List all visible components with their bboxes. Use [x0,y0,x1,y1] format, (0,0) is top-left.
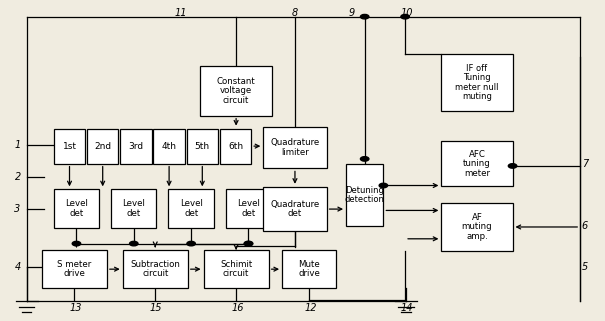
Text: 12: 12 [305,302,317,313]
Text: circuit: circuit [223,269,249,278]
Bar [441,203,512,251]
Text: 3rd: 3rd [128,142,143,151]
Text: Level: Level [237,199,260,208]
Text: S meter: S meter [57,260,91,269]
Text: 14: 14 [400,302,413,313]
Bar [200,66,272,116]
Text: det: det [241,209,255,218]
Text: 6: 6 [582,221,588,231]
Text: Level: Level [122,199,145,208]
Text: muting: muting [462,222,492,231]
Text: Mute: Mute [298,260,320,269]
Text: 10: 10 [400,7,413,18]
Text: drive: drive [64,269,85,278]
Text: det: det [126,209,141,218]
Text: Quadrature: Quadrature [270,200,319,209]
Text: IF off: IF off [466,64,488,73]
Text: circuit: circuit [223,96,249,105]
Text: circuit: circuit [142,269,168,278]
Text: 2: 2 [15,172,21,182]
Bar [111,189,157,228]
Text: 5: 5 [582,262,588,272]
Text: limiter: limiter [281,148,309,157]
Bar [263,187,327,231]
Circle shape [361,14,369,19]
Text: 4th: 4th [162,142,177,151]
Bar [203,250,269,288]
Circle shape [187,241,195,246]
Text: 3: 3 [15,204,21,214]
Text: 2nd: 2nd [94,142,111,151]
Text: 15: 15 [149,302,162,313]
Bar [441,54,512,111]
Text: Schimit: Schimit [220,260,252,269]
Bar [120,128,152,164]
Text: muting: muting [462,92,492,101]
Bar [282,250,336,288]
Text: Level: Level [180,199,203,208]
Text: tuning: tuning [463,159,491,168]
Text: drive: drive [298,269,320,278]
Text: 1st: 1st [62,142,76,151]
Text: voltage: voltage [220,86,252,95]
Text: detection: detection [345,195,385,204]
Text: 16: 16 [231,302,244,313]
Bar [123,250,188,288]
Bar [87,128,119,164]
Text: 8: 8 [292,7,298,18]
Circle shape [401,14,410,19]
Text: Subtraction: Subtraction [130,260,180,269]
Text: Constant: Constant [217,77,255,86]
Circle shape [244,241,253,246]
Text: det: det [184,209,198,218]
Text: 6th: 6th [228,142,243,151]
Bar [54,128,85,164]
Text: 9: 9 [348,7,355,18]
Text: det: det [70,209,83,218]
Text: AF: AF [471,213,482,222]
Circle shape [72,241,80,246]
Text: 4: 4 [15,262,21,272]
Text: Detuning: Detuning [345,186,384,195]
Circle shape [129,241,138,246]
Text: amp.: amp. [466,232,488,241]
Text: Tuning: Tuning [463,73,491,82]
Circle shape [508,164,517,168]
Bar [154,128,185,164]
Bar [263,127,327,169]
Text: meter: meter [464,169,490,178]
Bar [346,164,384,226]
Bar [42,250,107,288]
Circle shape [361,157,369,161]
Bar [186,128,218,164]
Bar [226,189,271,228]
Bar [220,128,251,164]
Bar [441,141,512,186]
Text: meter null: meter null [455,83,499,92]
Text: 1: 1 [15,140,21,150]
Text: AFC: AFC [468,150,485,159]
Text: 13: 13 [70,302,82,313]
Text: 7: 7 [582,159,588,169]
Circle shape [379,183,388,188]
Text: det: det [288,209,302,218]
Text: Quadrature: Quadrature [270,138,319,147]
Bar [54,189,99,228]
Text: 11: 11 [174,7,187,18]
Bar [169,189,214,228]
Text: 5th: 5th [195,142,210,151]
Text: Level: Level [65,199,88,208]
Circle shape [244,241,253,246]
